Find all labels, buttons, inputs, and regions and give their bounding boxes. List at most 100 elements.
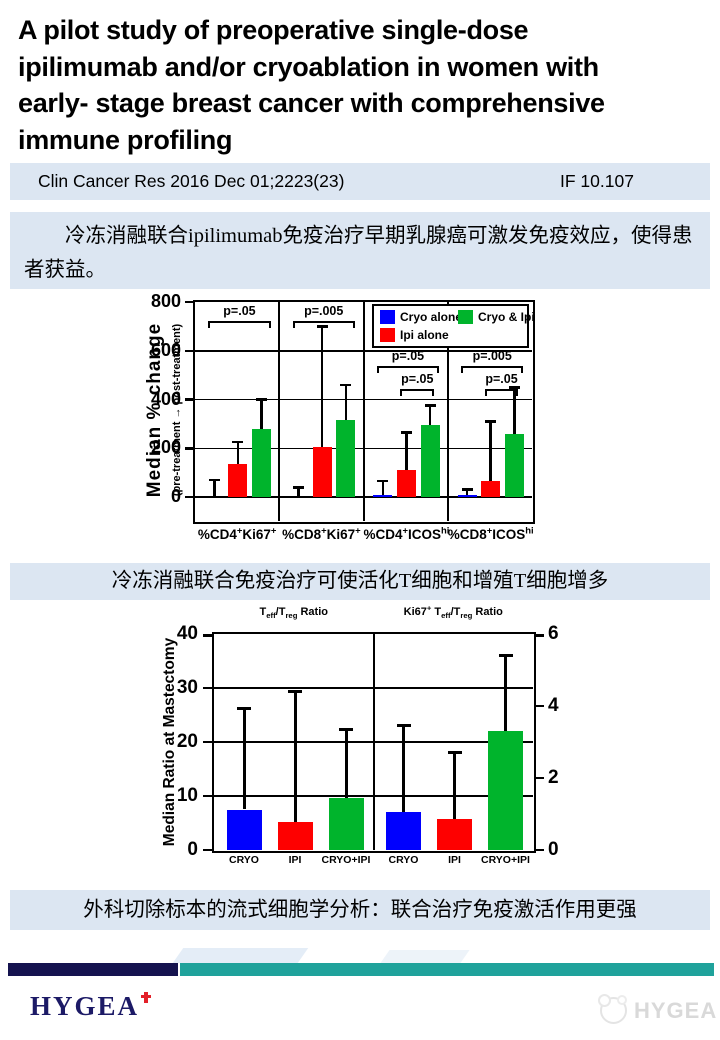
error-bar xyxy=(293,691,297,822)
significance-bracket xyxy=(208,321,271,323)
significance-bracket xyxy=(432,389,435,396)
bar-cryo xyxy=(386,812,421,850)
bar-cryo-ipi xyxy=(336,420,356,497)
y-tick xyxy=(185,349,193,352)
y-tick-label: 20 xyxy=(176,730,198,752)
y-tick xyxy=(535,634,544,637)
significance-bracket xyxy=(376,366,440,368)
bar-cryo-ipi xyxy=(252,428,272,497)
panel-separator xyxy=(362,302,365,521)
bar-cryo-ipi xyxy=(504,433,524,497)
bar-cryo-alone xyxy=(457,495,477,497)
error-bar xyxy=(213,479,216,497)
x-axis-label: %CD8+Ki67+ xyxy=(282,525,361,542)
error-bar xyxy=(504,655,507,732)
error-bar xyxy=(297,487,300,497)
error-bar-cap xyxy=(293,486,305,489)
error-bar-cap xyxy=(232,440,244,444)
error-bar xyxy=(381,481,385,495)
legend-item: Cryo & Ipi xyxy=(458,310,535,324)
highlight-box-2: 冷冻消融联合免疫治疗可使活化T细胞和增殖T细胞增多 xyxy=(10,563,710,600)
error-bar-cap xyxy=(377,479,389,483)
decorative-shape xyxy=(172,948,309,963)
y-tick xyxy=(185,300,193,304)
panel-separator xyxy=(446,302,449,521)
error-bar xyxy=(453,752,456,820)
y-tick-label: 30 xyxy=(176,676,198,698)
significance-bracket xyxy=(521,366,524,373)
x-axis-label: %CD4+ICOShi xyxy=(363,525,450,542)
significance-bracket xyxy=(484,389,487,396)
y-tick-label: 800 xyxy=(150,291,181,311)
watermark-logo-icon xyxy=(598,994,627,1024)
title-line-2: ipilimumab and/or cryoablation in women … xyxy=(18,51,599,82)
significance-bracket xyxy=(268,321,271,328)
panel-separator xyxy=(278,302,281,521)
bar-cryo xyxy=(226,809,262,850)
significance-bracket xyxy=(400,389,435,391)
y-tick xyxy=(203,848,212,852)
bar-ipi-alone xyxy=(228,464,248,497)
error-bar xyxy=(405,432,408,471)
y-tick xyxy=(535,848,544,852)
significance-bracket xyxy=(292,321,295,328)
bar-ipi xyxy=(437,819,472,850)
significance-bracket xyxy=(461,366,524,368)
page-title: A pilot study of preoperative single-dos… xyxy=(18,12,708,158)
significance-bracket xyxy=(208,321,211,328)
bar-chart-median-percent-change: 0 200 400 600 800 Median % change (pre-treatme… xyxy=(144,291,535,542)
bar-cryo-ipi xyxy=(328,798,364,850)
bar-cryo-ipi xyxy=(420,425,440,497)
logo-cross-icon xyxy=(140,992,151,1003)
highlight-box-1: 冷冻消融联合ipilimumab免疫治疗早期乳腺癌可激发免疫效应，使得患者获益。 xyxy=(10,212,710,289)
significance-label: p=.05 xyxy=(391,349,425,363)
right-y-tick-label: 4 xyxy=(548,694,559,716)
bar-ipi-alone xyxy=(312,447,332,497)
significance-label: p=.005 xyxy=(472,349,512,363)
impact-factor: IF 10.107 xyxy=(560,171,634,191)
bar-cryo-ipi xyxy=(488,731,523,850)
y-tick xyxy=(203,740,212,744)
hygea-logo-text: HYGEA xyxy=(30,991,140,1021)
title-line-4: immune profiling xyxy=(18,124,233,155)
panel-title: Teff/Treg Ratio xyxy=(259,606,328,621)
error-bar xyxy=(465,489,469,496)
y-axis-sublabel: (pre-treatment → post-treatment) xyxy=(171,323,183,497)
bar-cryo-alone xyxy=(373,494,393,497)
significance-bracket xyxy=(437,366,440,373)
error-bar-cap xyxy=(256,398,268,401)
significance-bracket xyxy=(484,389,519,391)
legend-swatch xyxy=(380,328,395,342)
x-axis-label: CRYO+IPI xyxy=(321,854,371,866)
legend-label: Cryo & Ipi xyxy=(478,310,535,324)
x-axis-label: CRYO xyxy=(229,854,259,866)
y-tick-label: 10 xyxy=(176,784,198,806)
error-bar-cap xyxy=(485,420,497,423)
error-bar xyxy=(236,442,240,465)
highlight-box-3: 外科切除标本的流式细胞学分析：联合治疗免疫激活作用更强 xyxy=(10,890,710,930)
significance-bracket xyxy=(516,389,519,396)
title-line-3: early- stage breast cancer with comprehe… xyxy=(18,88,605,118)
y-tick-label: 400 xyxy=(150,388,181,409)
legend-item: Cryo alone xyxy=(380,310,462,324)
significance-label: p=.05 xyxy=(223,304,256,318)
y-tick-label: 600 xyxy=(150,339,181,360)
x-axis-label: %CD8+ICOShi xyxy=(447,525,534,542)
error-bar-cap xyxy=(316,325,328,328)
watermark-text: HYGEA xyxy=(634,997,718,1023)
legend-swatch xyxy=(458,310,473,324)
y-tick-label: 0 xyxy=(187,838,198,860)
error-bar-cap xyxy=(237,707,251,711)
right-y-tick-label: 6 xyxy=(548,622,559,644)
footer-bar-teal xyxy=(180,963,714,976)
significance-bracket xyxy=(292,321,355,323)
error-bar xyxy=(344,729,348,799)
decorative-shape xyxy=(380,950,470,963)
significance-bracket xyxy=(400,389,403,396)
footer-bar-navy xyxy=(8,963,178,976)
significance-label: p=.005 xyxy=(304,304,344,318)
y-tick-label: 0 xyxy=(170,486,181,506)
bar-ipi-alone xyxy=(396,470,416,497)
citation-text: Clin Cancer Res 2016 Dec 01;2223(23) xyxy=(38,171,345,191)
